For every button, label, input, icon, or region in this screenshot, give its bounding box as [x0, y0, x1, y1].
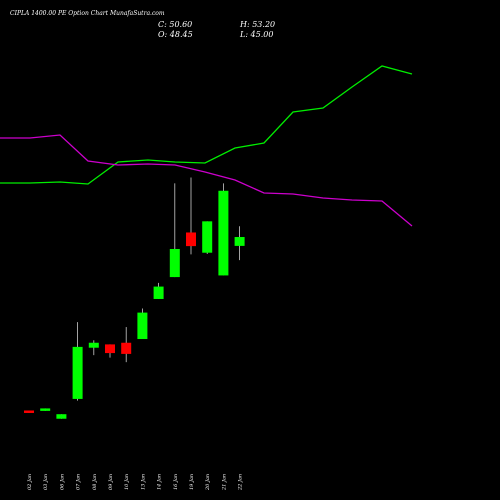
x-axis-ticks: 02 Jan 03 Jan 06 Jan 07 Jan 08 Jan 09 Jan 10 J… [27, 474, 244, 491]
overlay-line-1 [0, 65, 413, 185]
x-tick-label: 08 Jan [92, 474, 98, 490]
ohlc-high: H: 53.20 [239, 20, 275, 29]
candle-body [153, 286, 164, 299]
candle-3 [56, 414, 67, 419]
candle-body [72, 346, 83, 399]
candle-body [234, 237, 245, 246]
candle-5 [88, 340, 99, 356]
x-tick-label: 14 Jan [157, 474, 163, 490]
x-tick-label: 21 Jan [221, 474, 227, 491]
x-tick-label: 03 Jan [43, 474, 49, 490]
candle-body [218, 190, 229, 276]
x-tick-label: 22 Jan [238, 474, 244, 491]
candle-body [169, 248, 180, 278]
candle-2 [40, 408, 51, 411]
x-tick-label: 10 Jan [124, 474, 130, 490]
x-tick-label: 20 Jan [205, 474, 211, 491]
candle-body [105, 344, 115, 354]
chart-title: CIPLA 1400.00 PE Option Chart MunafaSutr… [10, 10, 165, 17]
x-tick-label: 06 Jan [59, 474, 65, 490]
x-tick-label: 13 Jan [140, 474, 146, 490]
candle-body [40, 408, 51, 411]
x-tick-label: 19 Jan [189, 474, 195, 490]
ohlc-open: O: 48.45 [158, 30, 193, 39]
x-tick-label: 09 Jan [108, 474, 114, 490]
ohlc-close: C: 50.60 [158, 20, 192, 29]
candle-body [137, 312, 148, 340]
candle-13 [218, 183, 229, 276]
ohlc-low: L: 45.00 [239, 30, 273, 39]
candle-4 [72, 322, 83, 401]
candle-body [186, 232, 196, 247]
candle-8 [137, 308, 148, 340]
candle-1 [24, 410, 34, 413]
candle-body [24, 410, 34, 413]
overlay-lines [0, 65, 413, 227]
x-tick-label: 16 Jan [173, 474, 179, 490]
candle-9 [153, 282, 164, 299]
candle-body [121, 342, 132, 354]
overlay-line-2 [0, 134, 413, 227]
candle-10 [169, 183, 180, 278]
candle-6 [105, 344, 115, 358]
candle-7 [121, 327, 132, 363]
candles [24, 177, 245, 419]
candle-14 [234, 226, 245, 261]
candle-11 [186, 177, 196, 255]
candle-body [56, 414, 67, 419]
x-tick-label: 02 Jan [27, 474, 33, 490]
candle-12 [202, 221, 213, 254]
candle-body [202, 221, 213, 253]
candle-body [88, 342, 99, 348]
x-tick-label: 07 Jan [76, 474, 82, 490]
